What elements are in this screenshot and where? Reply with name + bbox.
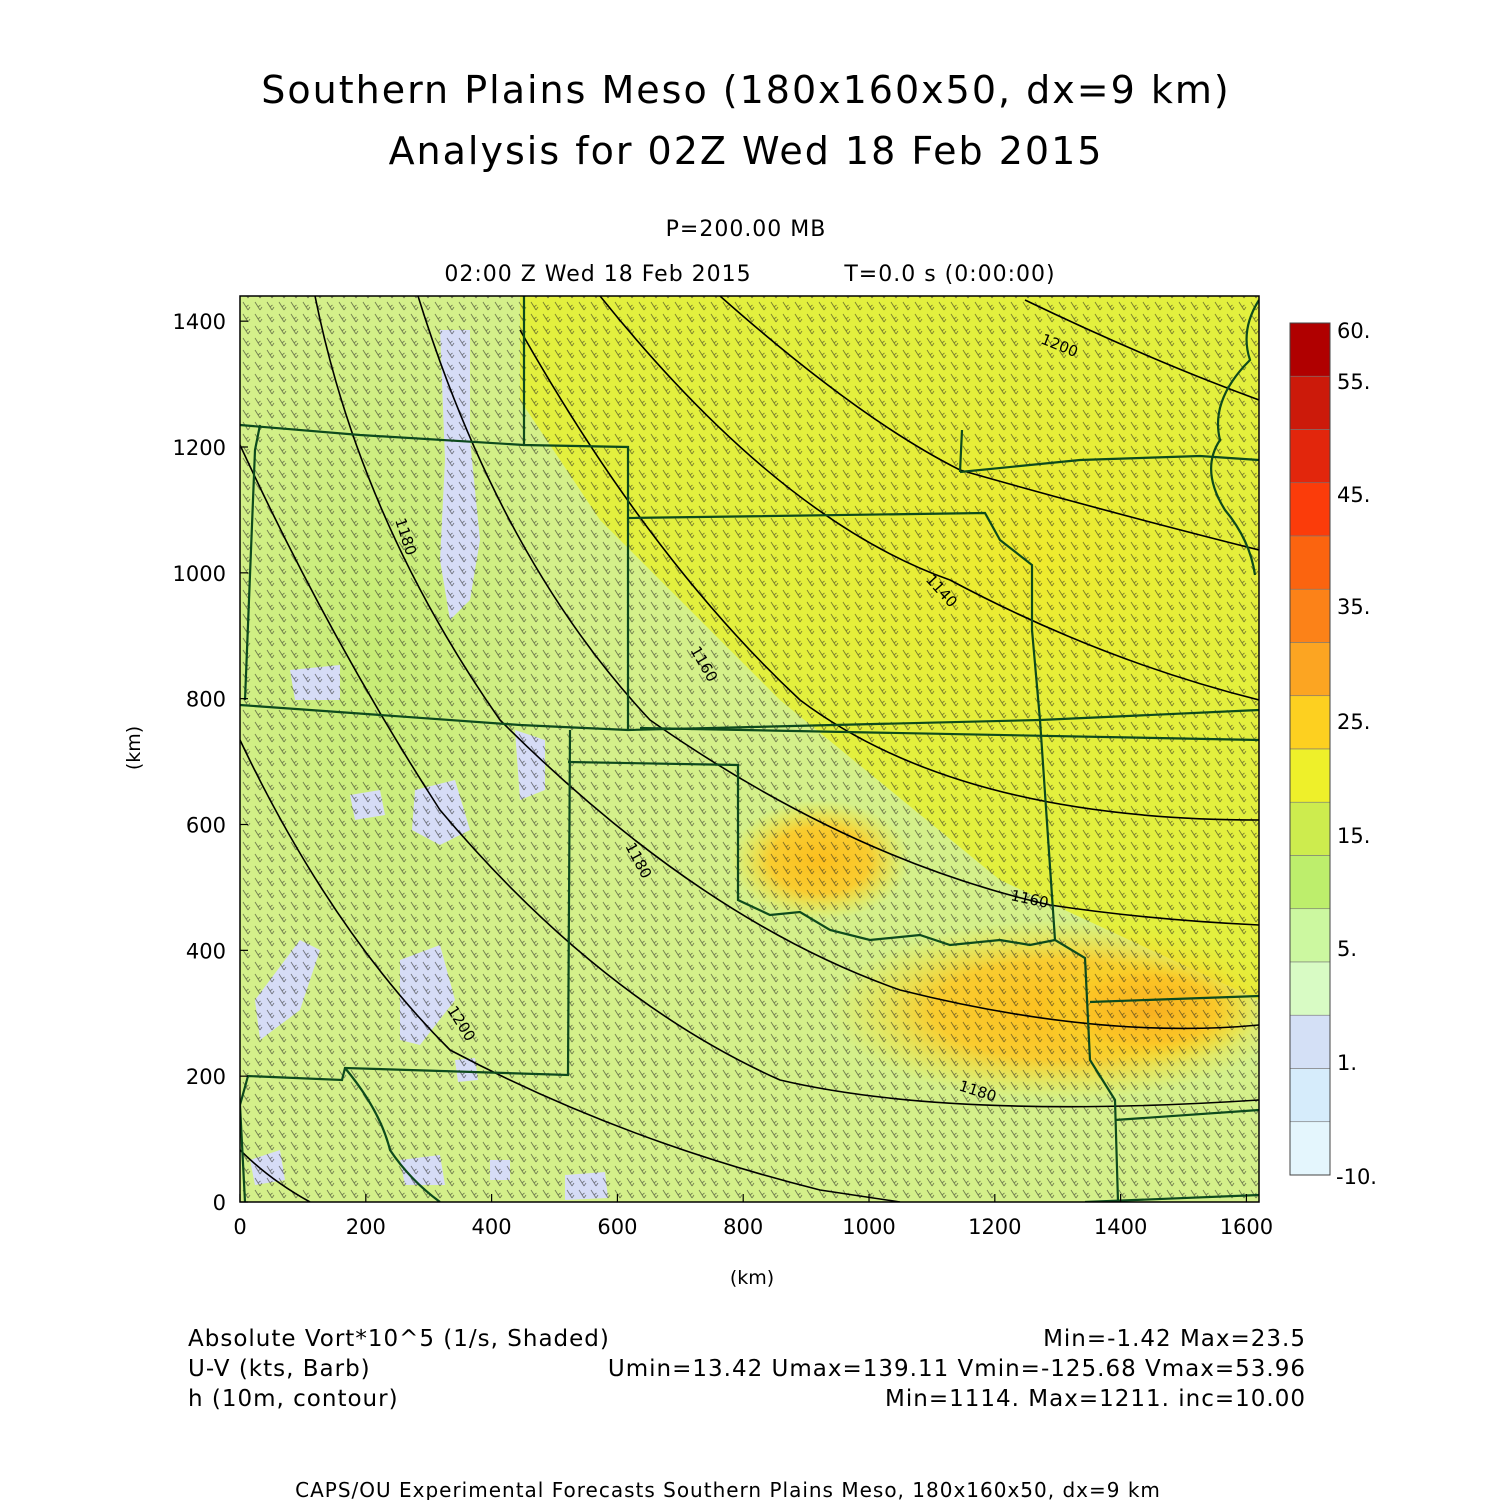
x-tick-label: 400	[472, 1215, 512, 1239]
x-tick-label: 1400	[1094, 1215, 1147, 1239]
pressure-level: P=200.00 MB	[666, 217, 827, 242]
title-line1: Southern Plains Meso (180x160x50, dx=9 k…	[261, 68, 1230, 112]
x-tick-label: 1600	[1220, 1215, 1273, 1239]
colorbar-label: 60.	[1337, 319, 1370, 343]
colorbar-label: 5.	[1337, 937, 1357, 961]
colorbar-swatch	[1289, 908, 1331, 963]
x-axis: 0 200 400 600 800 1000 1200 1400 1600	[233, 1194, 1273, 1239]
colorbar-label: 45.	[1337, 483, 1370, 507]
legend-vorticity: Absolute Vort*10^5 (1/s, Shaded)	[188, 1326, 610, 1352]
y-tick-label: 0	[213, 1191, 226, 1215]
colorbar-label: 1.	[1337, 1051, 1357, 1075]
x-tick-label: 1000	[842, 1215, 895, 1239]
legend-wind-range: Umin=13.42 Umax=139.11 Vmin=-125.68 Vmax…	[608, 1356, 1306, 1382]
colorbar-swatch	[1289, 1068, 1331, 1123]
y-tick-label: 1200	[173, 436, 226, 460]
legend-vorticity-range: Min=-1.42 Max=23.5	[1043, 1326, 1306, 1352]
colorbar-swatch	[1289, 642, 1331, 697]
colorbar-label: -10.	[1336, 1165, 1377, 1189]
y-axis-label: (km)	[123, 726, 145, 770]
model-timestep: T=0.0 s (0:00:00)	[843, 262, 1055, 287]
colorbar-swatch	[1289, 535, 1331, 590]
colorbar-label: 15.	[1337, 824, 1370, 848]
y-tick-label: 200	[186, 1065, 226, 1089]
plot-frame	[239, 295, 1260, 1203]
x-axis-label: (km)	[730, 1267, 774, 1289]
state-boundaries	[240, 296, 1259, 1202]
y-tick-label: 800	[186, 688, 226, 712]
x-tick-label: 200	[346, 1215, 386, 1239]
x-tick-label: 0	[233, 1215, 246, 1239]
y-tick-label: 1400	[173, 310, 226, 334]
colorbar-swatch	[1289, 482, 1331, 537]
colorbar-swatch	[1289, 1014, 1331, 1069]
title-line2: Analysis for 02Z Wed 18 Feb 2015	[389, 129, 1104, 173]
colorbar-swatch	[1289, 695, 1331, 750]
colorbar-label: 55.	[1337, 370, 1370, 394]
colorbar-label: 25.	[1337, 710, 1370, 734]
plot-area: 1200 1140 1160 1180 1180 1200 1160 1180	[240, 296, 1259, 1202]
legend-wind: U-V (kts, Barb)	[188, 1356, 371, 1382]
colorbar-frame	[1289, 322, 1331, 1176]
y-axis: 0 200 400 600 800 1000 1200 1400	[173, 310, 248, 1215]
colorbar-swatch	[1289, 961, 1331, 1016]
colorbar-swatch	[1289, 801, 1331, 856]
colorbar-swatch	[1289, 855, 1331, 910]
legend-height: h (10m, contour)	[188, 1386, 399, 1412]
valid-time: 02:00 Z Wed 18 Feb 2015	[444, 262, 751, 287]
colorbar: 60. 55. 45. 35. 25. 15. 5. 1. -10.	[1289, 319, 1377, 1189]
colorbar-label: 35.	[1337, 595, 1370, 619]
colorbar-swatch	[1289, 429, 1331, 484]
x-tick-label: 600	[597, 1215, 637, 1239]
colorbar-swatch	[1289, 748, 1331, 803]
footer-credit: CAPS/OU Experimental Forecasts Southern …	[295, 1478, 1161, 1500]
height-contours	[240, 296, 1259, 1202]
x-tick-label: 800	[723, 1215, 763, 1239]
y-tick-label: 600	[186, 814, 226, 838]
x-tick-label: 1200	[968, 1215, 1021, 1239]
colorbar-swatch	[1289, 322, 1331, 377]
colorbar-swatch	[1289, 588, 1331, 643]
y-tick-label: 1000	[173, 562, 226, 586]
legend-height-range: Min=1114. Max=1211. inc=10.00	[885, 1386, 1306, 1412]
colorbar-swatch	[1289, 1121, 1331, 1176]
colorbar-swatch	[1289, 375, 1331, 430]
y-tick-label: 400	[186, 939, 226, 963]
